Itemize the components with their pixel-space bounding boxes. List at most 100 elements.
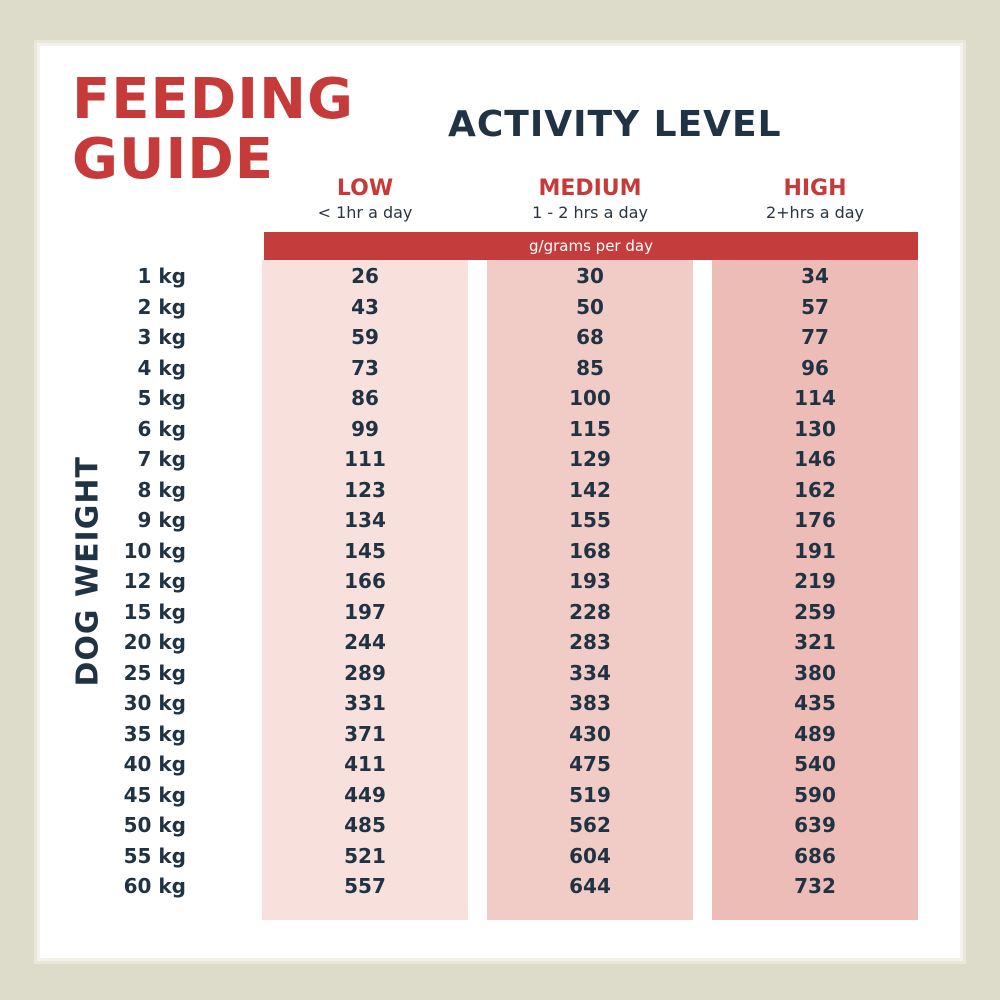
low-activity-cell: 99 [351,416,379,441]
low-activity-cell: 86 [351,386,379,410]
column-duration-low: < 1hr a day [317,203,413,222]
dog-weight-cell: 1 kg [137,264,187,288]
high-activity-cell: 435 [794,691,836,715]
medium-activity-cell: 168 [569,538,611,563]
table-row: 6 kg 99 115 130 [0,414,1000,445]
low-activity-cell: 411 [344,752,386,776]
high-activity-cell: 77 [801,325,829,349]
title-line-1: FEEDING [72,67,354,132]
table-row: 4 kg 73 85 96 [0,353,1000,384]
medium-activity-cell: 155 [569,508,611,532]
dog-weight-cell: 5 kg [137,386,187,410]
low-activity-cell: 59 [351,325,379,349]
column-level-low: LOW [336,176,394,201]
table-row: 25 kg 289 334 380 [0,658,1000,689]
medium-activity-cell: 562 [569,813,611,837]
high-activity-cell: 590 [794,782,836,807]
dog-weight-cell: 10 kg [123,538,186,563]
page-title: FEEDING GUIDE [72,70,354,190]
low-activity-cell: 521 [344,843,386,868]
table-row: 50 kg 485 562 639 [0,810,1000,841]
high-activity-cell: 176 [794,508,836,532]
high-activity-cell: 130 [794,416,836,441]
dog-weight-cell: 12 kg [123,569,186,593]
dog-weight-cell: 40 kg [123,752,186,776]
table-row: 9 kg 134 155 176 [0,505,1000,536]
column-level-high: HIGH [783,176,847,201]
high-activity-cell: 57 [801,294,829,319]
low-activity-cell: 73 [351,355,379,380]
dog-weight-cell: 55 kg [123,843,186,868]
dog-weight-cell: 45 kg [123,782,186,807]
medium-activity-cell: 604 [569,843,611,868]
dog-weight-cell: 30 kg [123,691,186,715]
low-activity-cell: 145 [344,538,386,563]
dog-weight-cell: 60 kg [123,874,186,898]
high-activity-cell: 162 [794,477,836,502]
low-activity-cell: 289 [344,660,386,685]
low-activity-cell: 111 [344,447,386,471]
low-activity-cell: 331 [344,691,386,715]
dog-weight-cell: 50 kg [123,813,186,837]
dog-weight-cell: 3 kg [137,325,187,349]
high-activity-cell: 191 [794,538,836,563]
low-activity-cell: 26 [351,264,379,288]
high-activity-cell: 686 [794,843,836,868]
low-column-background [262,260,468,920]
table-row: 8 kg 123 142 162 [0,475,1000,506]
low-activity-cell: 371 [344,721,386,746]
dog-weight-cell: 8 kg [137,477,187,502]
medium-column-background [487,260,693,920]
medium-activity-cell: 519 [569,782,611,807]
column-header-medium: MEDIUM 1 - 2 hrs a day [487,176,693,224]
column-header-low: LOW < 1hr a day [262,176,468,224]
dog-weight-cell: 15 kg [123,599,186,624]
high-activity-cell: 259 [794,599,836,624]
table-row: 3 kg 59 68 77 [0,322,1000,353]
low-activity-cell: 123 [344,477,386,502]
medium-activity-cell: 142 [569,477,611,502]
table-row: 1 kg 26 30 34 [0,261,1000,292]
column-level-medium: MEDIUM [538,176,642,201]
table-row: 40 kg 411 475 540 [0,749,1000,780]
dog-weight-cell: 7 kg [137,447,187,471]
high-activity-cell: 114 [794,386,836,410]
high-activity-cell: 732 [794,874,836,898]
high-activity-cell: 489 [794,721,836,746]
medium-activity-cell: 50 [576,294,604,319]
dog-weight-cell: 25 kg [123,660,186,685]
activity-level-heading: ACTIVITY LEVEL [448,104,782,145]
table-row: 55 kg 521 604 686 [0,841,1000,872]
low-activity-cell: 197 [344,599,386,624]
table-row: 20 kg 244 283 321 [0,627,1000,658]
low-activity-cell: 557 [344,874,386,898]
column-duration-medium: 1 - 2 hrs a day [532,203,648,222]
medium-activity-cell: 383 [569,691,611,715]
dog-weight-cell: 20 kg [123,630,186,654]
table-row: 30 kg 331 383 435 [0,688,1000,719]
table-row: 45 kg 449 519 590 [0,780,1000,811]
low-activity-cell: 485 [344,813,386,837]
unit-band: g/grams per day [264,232,918,260]
title-line-2: GUIDE [72,127,275,192]
medium-activity-cell: 644 [569,874,611,898]
high-activity-cell: 96 [801,355,829,380]
column-duration-high: 2+hrs a day [765,203,865,222]
table-row: 12 kg 166 193 219 [0,566,1000,597]
high-activity-cell: 219 [794,569,836,593]
high-activity-cell: 34 [801,264,829,288]
high-activity-cell: 321 [794,630,836,654]
low-activity-cell: 166 [344,569,386,593]
table-row: 60 kg 557 644 732 [0,871,1000,902]
high-activity-cell: 146 [794,447,836,471]
medium-activity-cell: 475 [569,752,611,776]
medium-activity-cell: 193 [569,569,611,593]
medium-activity-cell: 68 [576,325,604,349]
low-activity-cell: 449 [344,782,386,807]
high-activity-cell: 380 [794,660,836,685]
dog-weight-cell: 9 kg [137,508,187,532]
medium-activity-cell: 430 [569,721,611,746]
medium-activity-cell: 283 [569,630,611,654]
dog-weight-cell: 35 kg [123,721,186,746]
table-row: 7 kg 111 129 146 [0,444,1000,475]
